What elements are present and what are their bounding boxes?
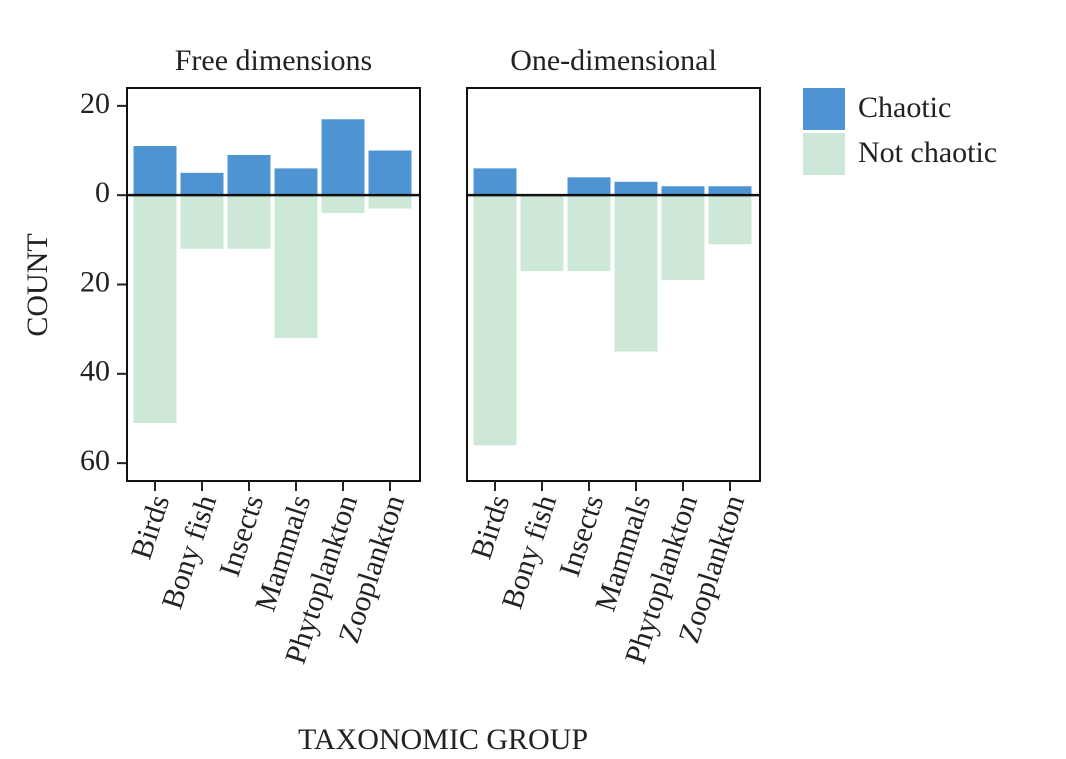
legend-label: Chaotic bbox=[858, 91, 951, 124]
bar bbox=[321, 195, 365, 214]
bar bbox=[567, 195, 611, 272]
bar bbox=[661, 186, 705, 196]
bar bbox=[368, 150, 412, 196]
bar bbox=[708, 195, 752, 245]
panel-title: One-dimensional bbox=[510, 44, 717, 77]
bar bbox=[567, 177, 611, 196]
bar bbox=[274, 168, 318, 196]
panel-frame bbox=[126, 87, 421, 482]
y-axis-label: COUNT bbox=[21, 233, 54, 336]
bar bbox=[133, 146, 177, 196]
legend-swatch bbox=[803, 133, 845, 175]
bar bbox=[708, 186, 752, 196]
bar bbox=[473, 195, 517, 446]
panel-frame bbox=[466, 87, 761, 482]
legend-label: Not chaotic bbox=[858, 136, 997, 169]
y-tick-label: 20 bbox=[80, 87, 110, 120]
x-axis-label: TAXONOMIC GROUP bbox=[298, 723, 588, 756]
bar bbox=[180, 195, 224, 249]
y-tick-label: 60 bbox=[80, 444, 110, 477]
x-tick-label: Birds bbox=[125, 491, 176, 563]
bar bbox=[180, 172, 224, 196]
panel-title: Free dimensions bbox=[175, 44, 372, 77]
bar bbox=[614, 195, 658, 352]
bar bbox=[368, 195, 412, 209]
bar bbox=[473, 168, 517, 196]
bar bbox=[520, 195, 564, 272]
bar bbox=[321, 119, 365, 196]
bar bbox=[661, 195, 705, 281]
y-tick-label: 20 bbox=[80, 265, 110, 298]
bar bbox=[227, 195, 271, 249]
bar bbox=[274, 195, 318, 339]
legend-swatch bbox=[803, 88, 845, 130]
y-tick-label: 40 bbox=[80, 355, 110, 388]
x-tick-label: Birds bbox=[465, 491, 516, 563]
bar bbox=[133, 195, 177, 423]
bar bbox=[614, 181, 658, 196]
y-tick-label: 0 bbox=[95, 176, 110, 209]
bar bbox=[227, 154, 271, 196]
